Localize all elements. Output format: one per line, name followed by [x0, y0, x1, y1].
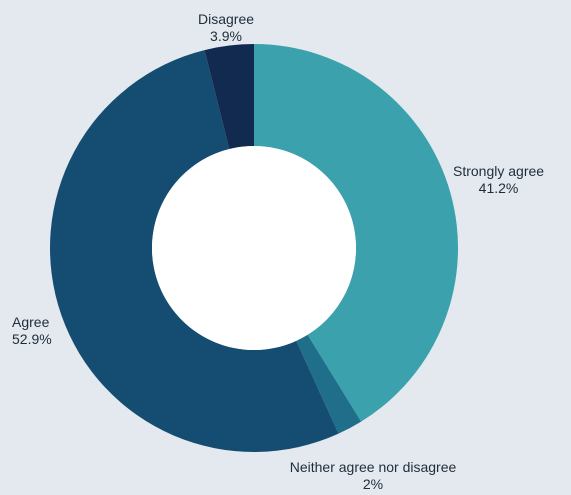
slice-label-agree-name: Agree	[12, 314, 50, 330]
slice-label-agree: Agree 52.9%	[12, 314, 52, 348]
slice-disagree	[204, 44, 254, 150]
slice-label-strongly-agree-name: Strongly agree	[453, 163, 545, 179]
donut-hole	[152, 146, 356, 350]
slice-neither	[296, 334, 362, 434]
slice-label-agree-value: 52.9%	[12, 331, 52, 347]
slice-label-neither: Neither agree nor disagree 2%	[290, 459, 457, 493]
slice-label-neither-value: 2%	[362, 476, 384, 492]
slice-strongly-agree	[254, 44, 459, 422]
slice-label-neither-name: Neither agree nor disagree	[289, 459, 457, 475]
slice-agree	[49, 50, 339, 453]
slice-label-strongly-agree-value: 41.2%	[478, 180, 519, 196]
slice-label-disagree: Disagree 3.9%	[198, 11, 254, 45]
slice-label-disagree-value: 3.9%	[210, 28, 242, 44]
slice-label-disagree-name: Disagree	[197, 11, 255, 27]
slice-label-strongly-agree: Strongly agree 41.2%	[453, 163, 544, 197]
